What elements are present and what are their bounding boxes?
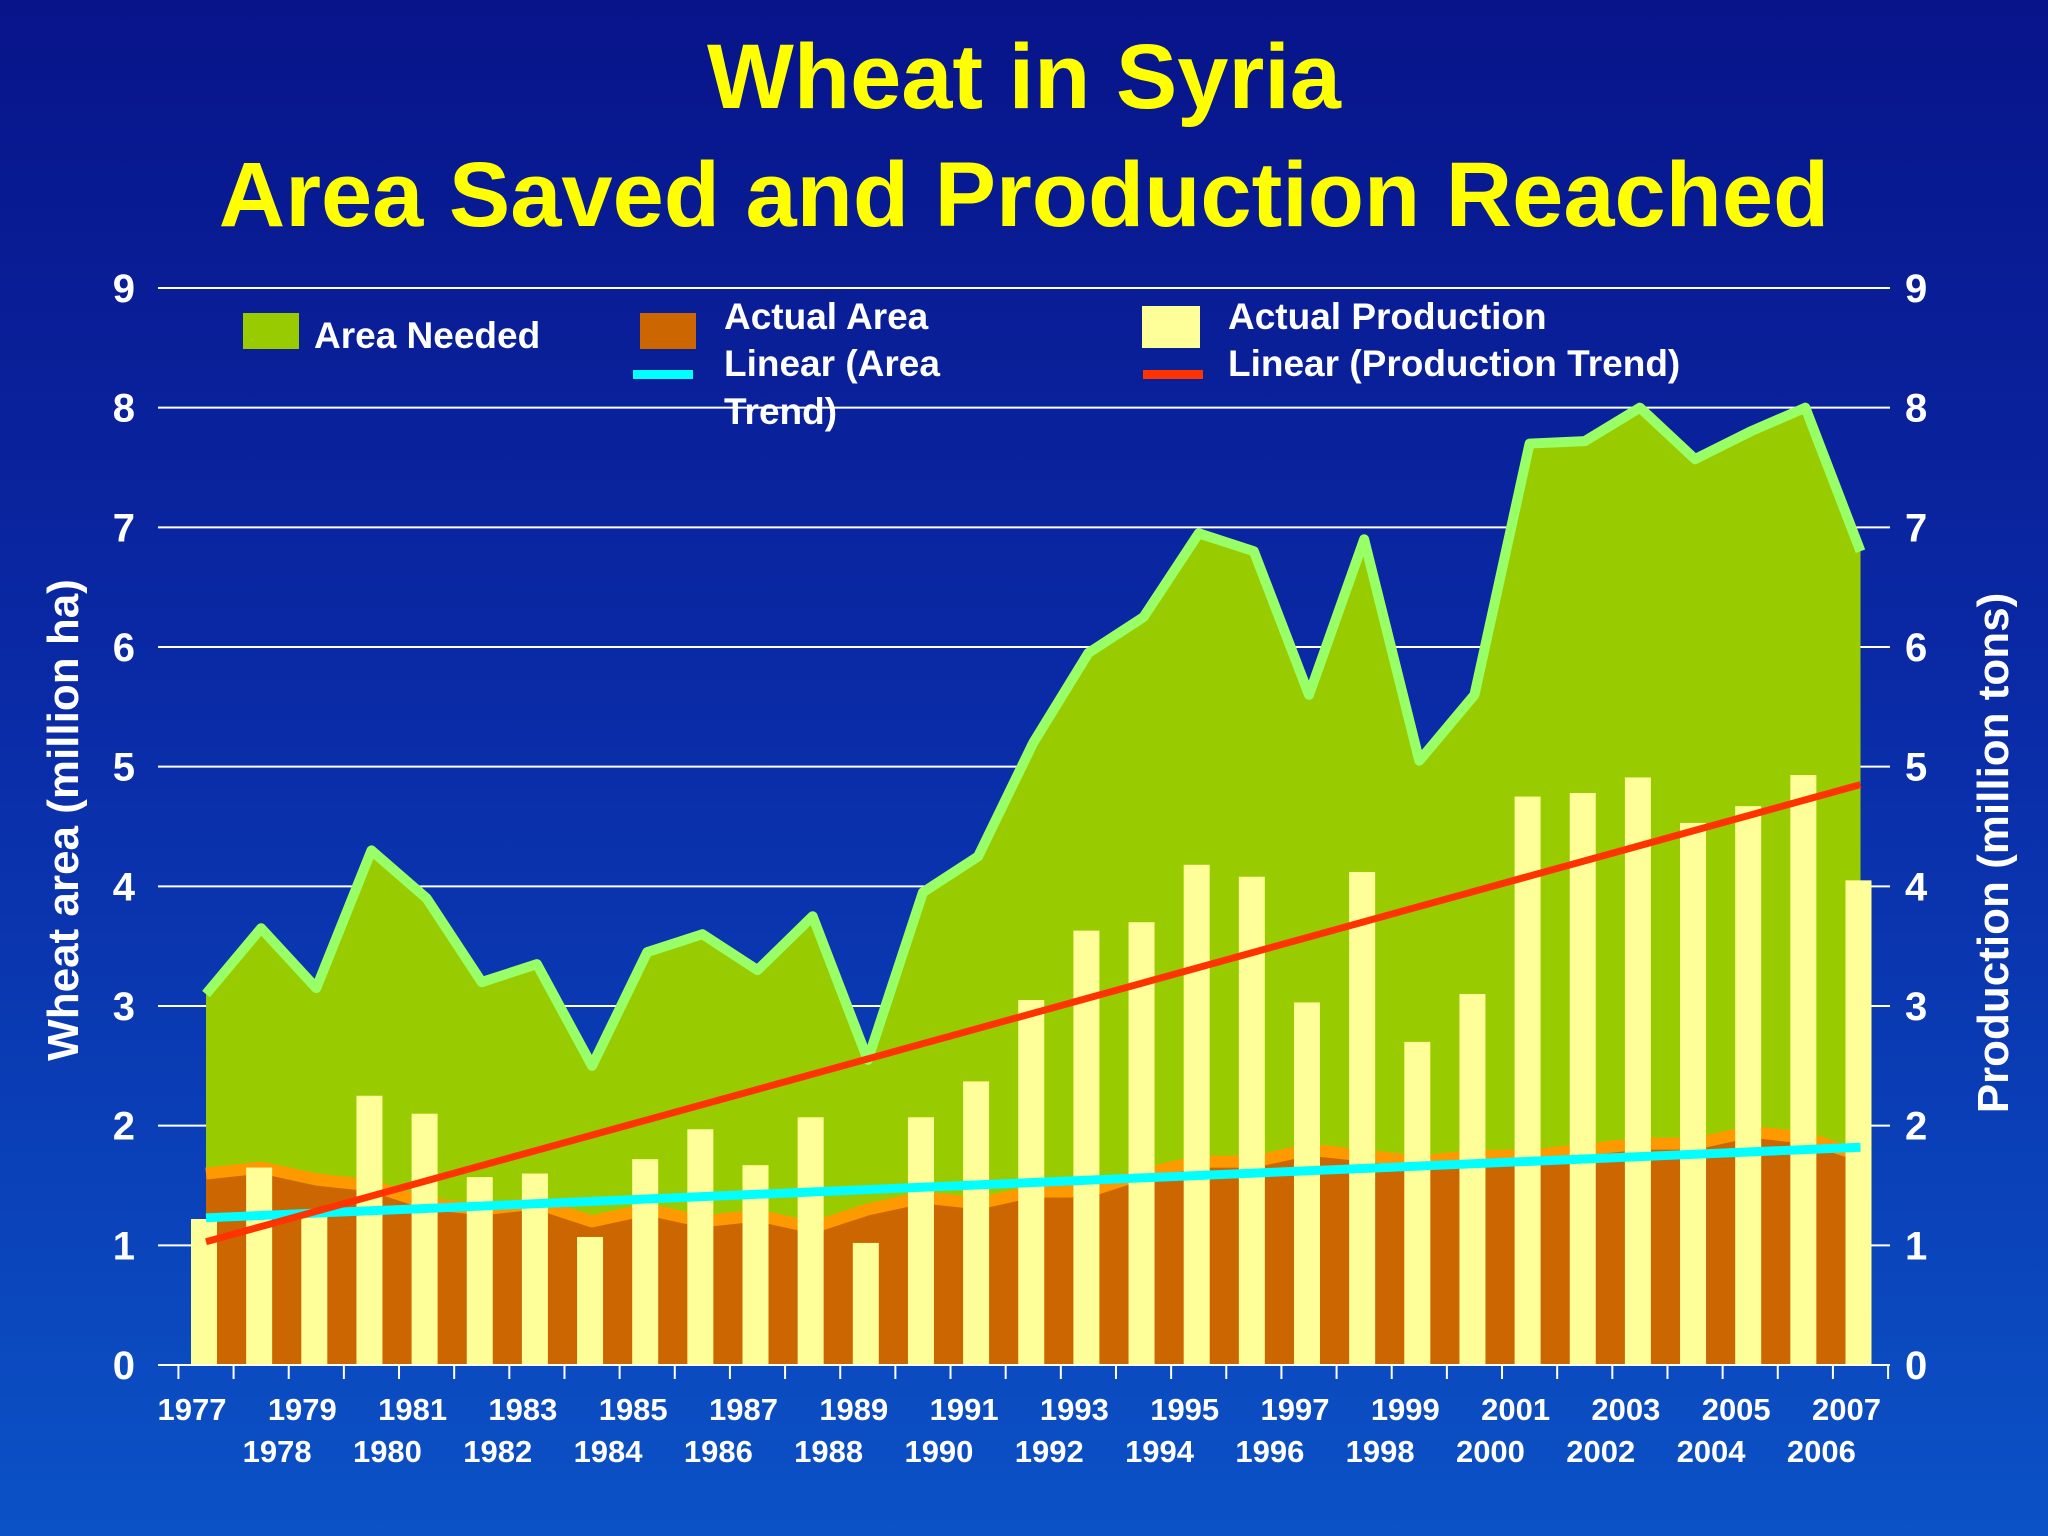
production-bar-1981 xyxy=(411,1113,438,1365)
x-tick-label-1978: 1978 xyxy=(243,1434,312,1469)
production-bar-1999 xyxy=(1404,1041,1431,1365)
x-tick-label-2003: 2003 xyxy=(1591,1392,1660,1427)
legend-label-area-trend-line-1: Linear (Area xyxy=(724,343,940,384)
production-bar-1995 xyxy=(1183,864,1210,1365)
legend-label-area-needed: Area Needed xyxy=(314,315,540,356)
x-tick-label-2004: 2004 xyxy=(1677,1434,1747,1469)
actual-production-bars xyxy=(191,775,1872,1365)
production-bar-1994 xyxy=(1128,922,1155,1365)
x-tick-label-1999: 1999 xyxy=(1371,1392,1440,1427)
chart-title-line-1: Wheat in Syria xyxy=(707,26,1341,128)
legend-label-actual-area: Actual Area xyxy=(724,296,929,337)
y-tick-right-8: 8 xyxy=(1905,387,1927,431)
y-tick-left-2: 2 xyxy=(113,1105,135,1149)
y-tick-right-3: 3 xyxy=(1905,985,1927,1029)
x-tick-label-1986: 1986 xyxy=(684,1434,753,1469)
x-tick-label-1977: 1977 xyxy=(158,1392,227,1427)
production-bar-1985 xyxy=(632,1159,659,1365)
production-bar-2006 xyxy=(1790,775,1817,1365)
production-bar-1997 xyxy=(1294,1002,1320,1365)
y-tick-left-9: 9 xyxy=(113,267,135,311)
x-tick-label-1981: 1981 xyxy=(378,1392,447,1427)
production-bar-2007 xyxy=(1845,880,1872,1365)
y-tick-left-4: 4 xyxy=(113,865,136,909)
production-bar-2004 xyxy=(1680,822,1707,1365)
y-tick-left-3: 3 xyxy=(113,985,135,1029)
y-tick-left-0: 0 xyxy=(113,1344,135,1388)
production-bar-1998 xyxy=(1349,871,1376,1365)
x-tick-label-1988: 1988 xyxy=(794,1434,863,1469)
y-tick-right-4: 4 xyxy=(1905,865,1928,909)
trend-lines xyxy=(205,781,1862,1246)
y-tick-left-1: 1 xyxy=(113,1224,135,1268)
x-tick-label-1998: 1998 xyxy=(1346,1434,1415,1469)
y-tick-right-9: 9 xyxy=(1905,267,1927,311)
x-tick-label-2000: 2000 xyxy=(1456,1434,1525,1469)
chart-title-line-2: Area Saved and Production Reached xyxy=(218,144,1830,246)
y-tick-right-6: 6 xyxy=(1905,626,1927,670)
production-trend-line xyxy=(205,781,1862,1246)
legend-swatch-area-needed xyxy=(243,313,299,349)
legend-swatch-actual-production xyxy=(1142,306,1200,348)
x-tick-label-2007: 2007 xyxy=(1812,1392,1881,1427)
production-bar-1980 xyxy=(356,1095,383,1365)
production-bar-2001 xyxy=(1514,796,1541,1365)
y-tick-right-7: 7 xyxy=(1905,506,1927,550)
production-bar-2002 xyxy=(1569,792,1596,1365)
x-tick-label-1997: 1997 xyxy=(1261,1392,1330,1427)
production-bar-1990 xyxy=(907,1117,934,1365)
production-bar-1989 xyxy=(852,1242,879,1365)
x-tick-label-1990: 1990 xyxy=(904,1434,973,1469)
y-axis-right-label: Production (million tons) xyxy=(1969,593,2018,1114)
x-tick-label-1980: 1980 xyxy=(353,1434,422,1469)
legend-label-actual-production: Actual Production xyxy=(1228,296,1547,337)
y-tick-right-2: 2 xyxy=(1905,1105,1927,1149)
production-bar-2000 xyxy=(1459,994,1486,1365)
x-tick-label-1979: 1979 xyxy=(268,1392,337,1427)
axes: 0 0 1 1 2 2 3 3 4 4 5 5 6 6 7 7 8 8 9 9 1977 1978 1979 1980 1981… xyxy=(113,267,1928,1469)
x-tick-label-1994: 1994 xyxy=(1125,1434,1195,1469)
y-axis-left-label: Wheat area (million ha) xyxy=(39,579,88,1061)
y-tick-right-0: 0 xyxy=(1905,1344,1927,1388)
x-tick-label-1991: 1991 xyxy=(930,1392,999,1427)
x-tick-label-1982: 1982 xyxy=(463,1434,532,1469)
area-trend-line xyxy=(205,1142,1861,1223)
y-tick-left-7: 7 xyxy=(113,506,135,550)
x-tick-label-1987: 1987 xyxy=(709,1392,778,1427)
x-tick-label-1984: 1984 xyxy=(574,1434,644,1469)
production-bar-1988 xyxy=(797,1117,824,1365)
y-tick-right-1: 1 xyxy=(1905,1224,1927,1268)
x-tick-label-2002: 2002 xyxy=(1566,1434,1635,1469)
y-tick-left-6: 6 xyxy=(113,626,135,670)
legend-swatch-actual-area xyxy=(640,313,696,349)
production-bar-2005 xyxy=(1735,806,1762,1365)
legend-swatch-production-trend xyxy=(1143,370,1203,379)
production-bar-1991 xyxy=(963,1081,990,1365)
x-tick-label-2001: 2001 xyxy=(1481,1392,1550,1427)
x-tick-label-1983: 1983 xyxy=(488,1392,557,1427)
x-tick-label-1993: 1993 xyxy=(1040,1392,1109,1427)
production-bar-1979 xyxy=(301,1209,328,1365)
y-tick-left-5: 5 xyxy=(113,746,135,790)
y-tick-left-8: 8 xyxy=(113,387,135,431)
x-tick-label-1985: 1985 xyxy=(599,1392,668,1427)
area-needed-line xyxy=(202,402,1866,1071)
x-tick-label-1992: 1992 xyxy=(1015,1434,1084,1469)
legend: Area Needed Actual Area Linear (Area Tre… xyxy=(243,296,1680,432)
production-bar-1978 xyxy=(246,1167,273,1365)
production-bar-2003 xyxy=(1624,777,1651,1365)
legend-label-production-trend: Linear (Production Trend) xyxy=(1228,343,1680,384)
x-tick-label-1996: 1996 xyxy=(1235,1434,1304,1469)
production-bar-1984 xyxy=(577,1236,604,1365)
legend-label-area-trend-line-2: Trend) xyxy=(724,391,837,432)
production-bar-1986 xyxy=(687,1129,714,1365)
x-tick-label-2006: 2006 xyxy=(1787,1434,1856,1469)
x-tick-label-1989: 1989 xyxy=(819,1392,888,1427)
x-tick-label-1995: 1995 xyxy=(1150,1392,1219,1427)
legend-swatch-area-trend xyxy=(633,370,693,379)
x-tick-label-2005: 2005 xyxy=(1702,1392,1771,1427)
y-tick-right-5: 5 xyxy=(1905,746,1927,790)
